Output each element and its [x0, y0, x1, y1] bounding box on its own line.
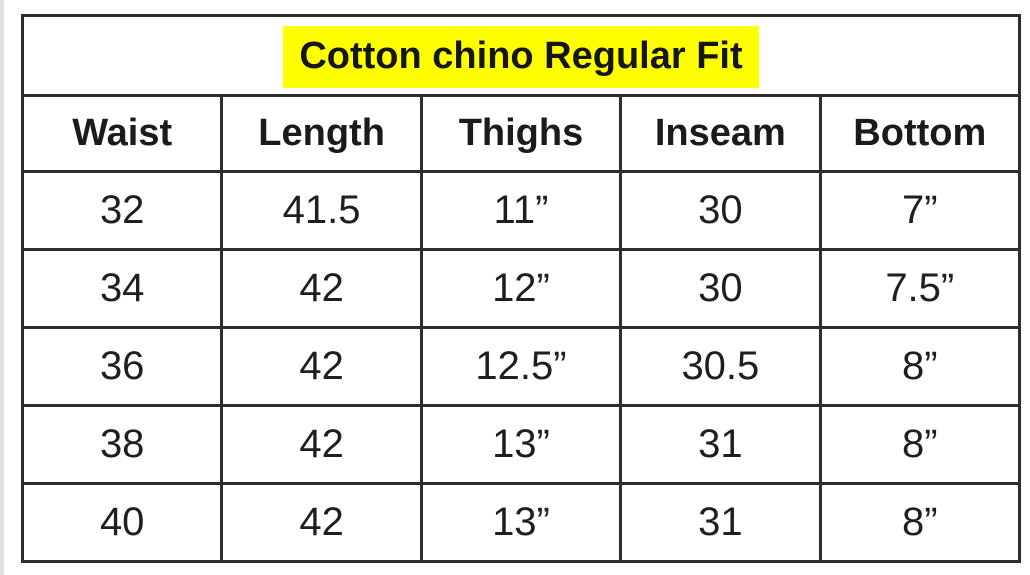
table-row: 38 42 13” 31 8”	[20, 404, 1022, 485]
table-cell: 7”	[818, 170, 1022, 251]
column-header-waist: Waist	[20, 94, 224, 173]
table-row: 32 41.5 11” 30 7”	[20, 170, 1022, 251]
table-cell: 11”	[419, 170, 623, 251]
table-cell: 42	[220, 482, 423, 563]
table-cell: 34	[20, 248, 224, 329]
table-cell: 13”	[419, 404, 623, 485]
table-cell: 42	[220, 248, 423, 329]
table-cell: 30	[619, 170, 822, 251]
size-chart-table: Cotton chino Regular Fit Waist Length Thig…	[20, 14, 1022, 563]
table-cell: 13”	[419, 482, 623, 563]
table-cell: 12”	[419, 248, 623, 329]
table-cell: 31	[619, 404, 822, 485]
table-row: 34 42 12” 30 7.5”	[20, 248, 1022, 329]
table-cell: 38	[20, 404, 224, 485]
table-cell: 41.5	[220, 170, 423, 251]
table-cell: 31	[619, 482, 822, 563]
table-cell: 12.5”	[419, 326, 623, 407]
table-cell: 8”	[818, 482, 1022, 563]
column-header-bottom: Bottom	[818, 94, 1022, 173]
table-cell: 8”	[818, 326, 1022, 407]
table-row: 40 42 13” 31 8”	[20, 482, 1022, 563]
title-row: Cotton chino Regular Fit	[21, 14, 1021, 97]
table-cell: 42	[220, 326, 423, 407]
table-row: 36 42 12.5” 30.5 8”	[20, 326, 1022, 407]
table-cell: 7.5”	[818, 248, 1022, 329]
column-header-inseam: Inseam	[619, 94, 822, 173]
table-cell: 30	[619, 248, 822, 329]
column-header-length: Length	[220, 94, 423, 173]
table-cell: 42	[220, 404, 423, 485]
table-cell: 40	[20, 482, 224, 563]
table-body: 32 41.5 11” 30 7” 34 42 12” 30 7.5” 36 42 12.5” 30.5 8…	[20, 170, 1022, 563]
table-cell: 30.5	[619, 326, 822, 407]
table-cell: 32	[20, 170, 224, 251]
table-cell: 36	[20, 326, 224, 407]
header-row: Waist Length Thighs Inseam Bottom	[20, 94, 1022, 173]
title-cell: Cotton chino Regular Fit	[21, 14, 1021, 97]
table-title: Cotton chino Regular Fit	[283, 25, 759, 88]
page-left-edge	[0, 0, 4, 575]
table-cell: 8”	[818, 404, 1022, 485]
column-header-thighs: Thighs	[419, 94, 623, 173]
